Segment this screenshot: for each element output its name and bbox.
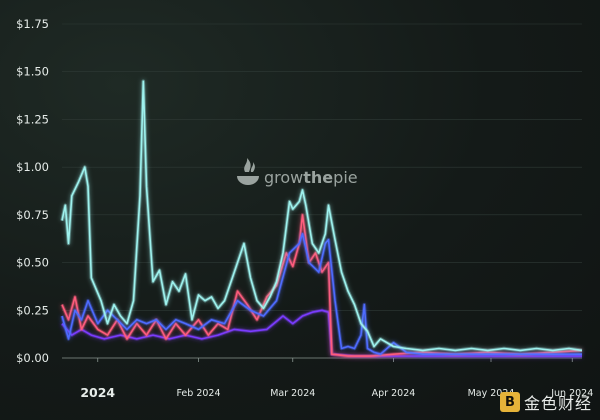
x-tick-label: 2024 <box>80 385 115 400</box>
y-axis-ticks: $0.00 $0.25 $0.50 $0.75 $1.00 $1.25 $1.50 $1.75 <box>16 17 49 365</box>
series-lines <box>60 79 583 358</box>
y-tick-label: $0.25 <box>16 303 49 317</box>
y-tick-label: $1.75 <box>16 17 49 31</box>
logo-mark-icon: B <box>499 392 520 412</box>
y-tick-label: $1.50 <box>16 65 49 79</box>
pie-icon <box>237 158 259 185</box>
x-tick-label: May 2024 <box>468 388 515 399</box>
y-tick-label: $1.00 <box>16 160 49 174</box>
watermark: growthepie <box>237 158 358 187</box>
logo-mark-letter: B <box>505 394 515 410</box>
series-glow <box>60 213 583 358</box>
watermark-pie: pie <box>333 168 357 187</box>
series-line <box>61 214 583 357</box>
watermark-grow: grow <box>264 168 303 187</box>
x-tick-label: Apr 2024 <box>372 388 416 399</box>
x-axis-ticks: 2024 Feb 2024 Mar 2024 Apr 2024 May 2024 Jun … <box>80 358 593 400</box>
y-tick-label: $1.25 <box>16 112 49 126</box>
x-tick-label: Jun 2024 <box>550 388 593 399</box>
series-line <box>61 233 582 355</box>
svg-text:growthepie: growthepie <box>264 168 358 187</box>
watermark-the: the <box>303 168 333 187</box>
series-glow <box>60 232 582 356</box>
series-line <box>61 80 583 352</box>
y-tick-label: $0.75 <box>16 208 49 222</box>
x-tick-label: Feb 2024 <box>176 388 220 399</box>
corner-logo: B 金色财经 <box>499 390 592 414</box>
y-tick-label: $0.50 <box>16 256 49 270</box>
y-tick-label: $0.00 <box>16 351 49 365</box>
x-tick-label: Mar 2024 <box>270 388 315 399</box>
logo-text: 金色财经 <box>523 394 592 413</box>
